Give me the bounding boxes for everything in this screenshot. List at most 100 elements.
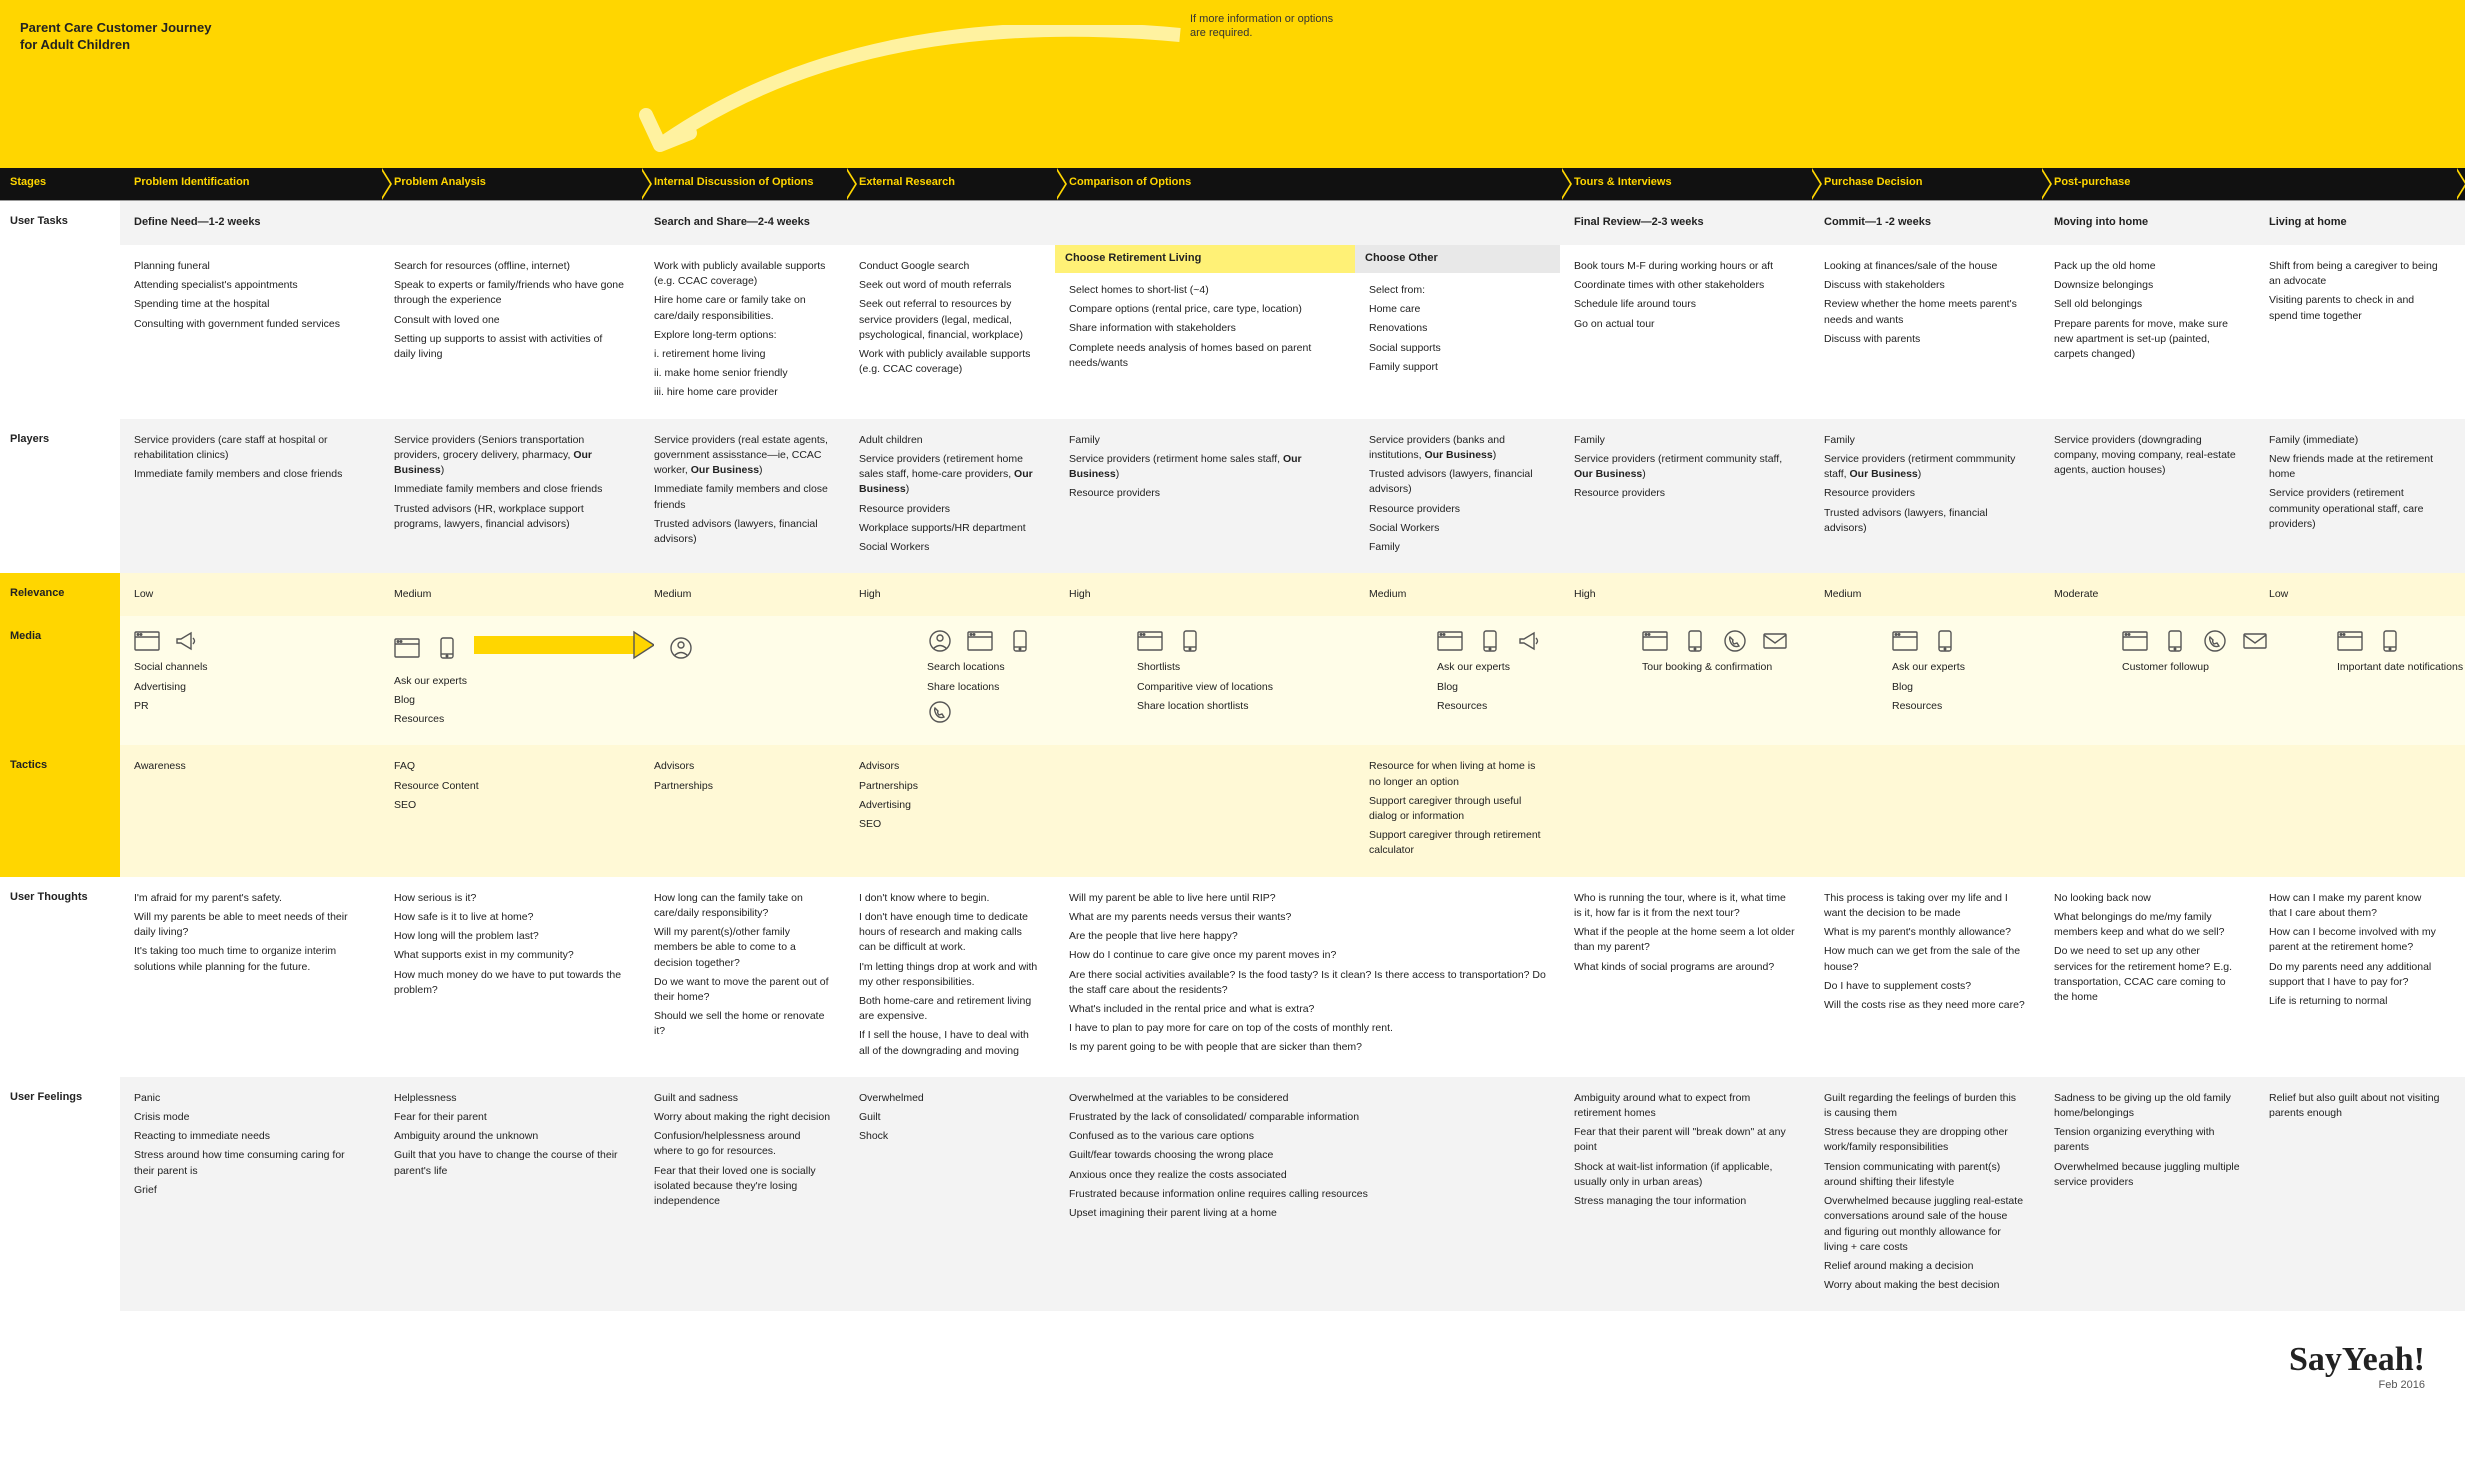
footer: SayYeah! Feb 2016 bbox=[0, 1311, 2465, 1431]
phone-icon bbox=[2202, 630, 2228, 652]
players-row: Players Service providers (care staff at… bbox=[0, 419, 2465, 574]
header-banner: Parent Care Customer Journey for Adult C… bbox=[0, 0, 2465, 168]
browser-icon bbox=[967, 630, 993, 652]
megaphone-icon bbox=[174, 630, 200, 652]
stage-tours: Tours & Interviews bbox=[1560, 168, 1810, 200]
feelings-c9: Relief but also guilt about not visiting… bbox=[2255, 1077, 2455, 1312]
row-label-feelings: User Feelings bbox=[0, 1077, 120, 1312]
media-c5: Ask our expertsBlogResources bbox=[1423, 616, 1628, 745]
mobile-icon bbox=[2377, 630, 2403, 652]
title-line1: Parent Care Customer Journey bbox=[20, 20, 211, 35]
browser-icon bbox=[1437, 630, 1463, 652]
envelope-icon bbox=[2242, 630, 2268, 652]
mobile-icon bbox=[1477, 630, 1503, 652]
tactics-c9 bbox=[2255, 745, 2455, 876]
players-c3: Adult childrenService providers (retirem… bbox=[845, 419, 1055, 574]
players-c8: Service providers (downgrading company, … bbox=[2040, 419, 2255, 574]
phase-search-share: Search and Share—2-4 weeks bbox=[640, 201, 845, 245]
row-label-thoughts: User Thoughts bbox=[0, 877, 120, 1077]
tasks-c8: Pack up the old homeDownsize belongingsS… bbox=[2040, 245, 2255, 419]
media-c2 bbox=[708, 616, 913, 745]
thoughts-c0: I'm afraid for my parent's safety.Will m… bbox=[120, 877, 380, 1077]
thoughts-c9: How can I make my parent know that I car… bbox=[2255, 877, 2455, 1077]
stage-problem-analysis: Problem Analysis bbox=[380, 168, 640, 200]
feelings-c8: Sadness to be giving up the old family h… bbox=[2040, 1077, 2255, 1312]
row-label-tactics: Tactics bbox=[0, 745, 120, 876]
relevance-c7: Medium bbox=[1810, 573, 2040, 616]
tactics-c7 bbox=[1810, 745, 2040, 876]
avatar-icon bbox=[927, 630, 953, 652]
brand-logo: SayYeah! bbox=[2289, 1341, 2425, 1379]
media-c4: ShortlistsComparitive view of locationsS… bbox=[1123, 616, 1423, 745]
stage-purchase: Purchase Decision bbox=[1810, 168, 2040, 200]
relevance-c6: High bbox=[1560, 573, 1810, 616]
media-c6: Tour booking & confirmation bbox=[1628, 616, 1878, 745]
avatar-icon bbox=[668, 637, 694, 659]
title-line2: for Adult Children bbox=[20, 37, 130, 52]
relevance-c2: Medium bbox=[640, 573, 845, 616]
phone-icon bbox=[1722, 630, 1748, 652]
media-c3: Search locationsShare locations bbox=[913, 616, 1123, 745]
stage-comparison: Comparison of Options bbox=[1055, 168, 1560, 200]
tasks-row: Planning funeralAttending specialist's a… bbox=[0, 245, 2465, 419]
row-label-relevance: Relevance bbox=[0, 573, 120, 616]
feelings-c7: Guilt regarding the feelings of burden t… bbox=[1810, 1077, 2040, 1312]
tactics-c3: AdvisorsPartnershipsAdvertisingSEO bbox=[845, 745, 1055, 876]
feelings-c3: OverwhelmedGuiltShock bbox=[845, 1077, 1055, 1312]
thoughts-c1: How serious is it?How safe is it to live… bbox=[380, 877, 640, 1077]
stages-row: Stages Problem Identification Problem An… bbox=[0, 168, 2465, 200]
feelings-c2: Guilt and sadnessWorry about making the … bbox=[640, 1077, 845, 1312]
thoughts-c8: No looking back nowWhat belongings do me… bbox=[2040, 877, 2255, 1077]
stage-post-purchase: Post-purchase bbox=[2040, 168, 2455, 200]
tasks-c2: Work with publicly available supports (e… bbox=[640, 245, 845, 419]
relevance-c3: High bbox=[845, 573, 1055, 616]
relevance-row: Relevance Low Medium Medium High High Me… bbox=[0, 573, 2465, 616]
media-c0: Social channelsAdvertisingPR bbox=[120, 616, 380, 745]
media-c1: Ask our expertsBlogResources bbox=[380, 616, 708, 745]
stage-internal-discussion: Internal Discussion of Options bbox=[640, 168, 845, 200]
feelings-row: User Feelings PanicCrisis modeReacting t… bbox=[0, 1077, 2465, 1312]
tasks-c9: Shift from being a caregiver to being an… bbox=[2255, 245, 2455, 419]
media-flow-arrow-icon bbox=[474, 630, 654, 665]
tasks-c6: Book tours M-F during working hours or a… bbox=[1560, 245, 1810, 419]
mobile-icon bbox=[1177, 630, 1203, 652]
players-c4: FamilyService providers (retirment home … bbox=[1055, 419, 1355, 574]
tasks-c1: Search for resources (offline, internet)… bbox=[380, 245, 640, 419]
browser-icon bbox=[394, 637, 420, 659]
thoughts-c2: How long can the family take on care/dai… bbox=[640, 877, 845, 1077]
phase-commit: Commit—1 -2 weeks bbox=[1810, 201, 2040, 245]
players-c2: Service providers (real estate agents, g… bbox=[640, 419, 845, 574]
tactics-c8 bbox=[2040, 745, 2255, 876]
tactics-c2: AdvisorsPartnerships bbox=[640, 745, 845, 876]
players-c0: Service providers (care staff at hospita… bbox=[120, 419, 380, 574]
row-label-players: Players bbox=[0, 419, 120, 574]
relevance-c0: Low bbox=[120, 573, 380, 616]
relevance-c5: Medium bbox=[1355, 573, 1560, 616]
journey-map: Parent Care Customer Journey for Adult C… bbox=[0, 0, 2465, 1431]
tasks-c0: Planning funeralAttending specialist's a… bbox=[120, 245, 380, 419]
feedback-note: If more information or options are requi… bbox=[1190, 12, 1333, 41]
tactics-c6 bbox=[1560, 745, 1810, 876]
row-label-user-tasks: User Tasks bbox=[0, 201, 120, 245]
subhead-retirement: Choose Retirement Living bbox=[1055, 245, 1355, 273]
tactics-row: Tactics Awareness FAQResource ContentSEO… bbox=[0, 745, 2465, 876]
envelope-icon bbox=[1762, 630, 1788, 652]
browser-icon bbox=[134, 630, 160, 652]
phone-icon bbox=[927, 701, 953, 723]
tasks-c3: Conduct Google searchSeek out word of mo… bbox=[845, 245, 1055, 419]
players-c5: Service providers (banks and institution… bbox=[1355, 419, 1560, 574]
media-c9: Important date notifications bbox=[2323, 616, 2465, 745]
mobile-icon bbox=[1932, 630, 1958, 652]
players-c1: Service providers (Seniors transportatio… bbox=[380, 419, 640, 574]
media-c8: Customer followup bbox=[2108, 616, 2323, 745]
relevance-c1: Medium bbox=[380, 573, 640, 616]
media-c7: Ask our expertsBlogResources bbox=[1878, 616, 2108, 745]
subhead-other: Choose Other bbox=[1355, 245, 1560, 273]
stage-problem-identification: Problem Identification bbox=[120, 168, 380, 200]
thoughts-c7: This process is taking over my life and … bbox=[1810, 877, 2040, 1077]
browser-icon bbox=[1892, 630, 1918, 652]
players-c6: FamilyService providers (retirment commu… bbox=[1560, 419, 1810, 574]
phase-define-need: Define Need—1-2 weeks bbox=[120, 201, 380, 245]
phase-living: Living at home bbox=[2255, 201, 2455, 245]
megaphone-icon bbox=[1517, 630, 1543, 652]
